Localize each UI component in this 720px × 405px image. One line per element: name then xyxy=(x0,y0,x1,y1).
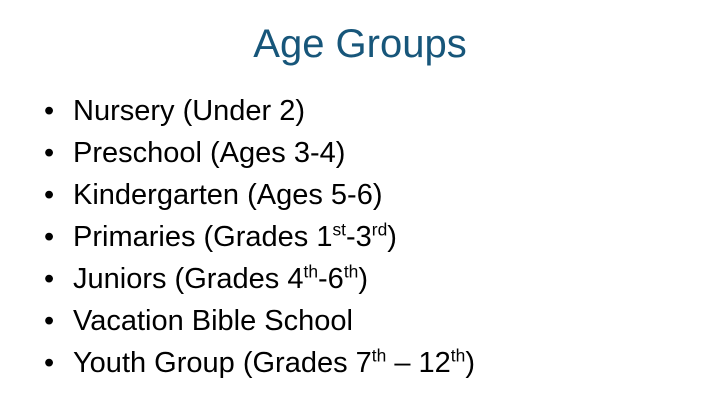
superscript-text: th xyxy=(450,345,466,366)
text-segment: Preschool (Ages 3-4) xyxy=(73,137,346,169)
slide-title: Age Groups xyxy=(253,22,467,66)
superscript-text: th xyxy=(371,345,387,366)
bullet-icon: • xyxy=(44,347,55,379)
superscript-text: st xyxy=(332,219,346,240)
list-item: • Primaries (Grades 1st-3rd) xyxy=(44,216,700,258)
list-item-text: Vacation Bible School xyxy=(73,300,700,342)
bullet-icon: • xyxy=(44,221,55,253)
bullet-icon: • xyxy=(44,263,55,295)
bullet-icon: • xyxy=(44,305,55,337)
list-item-text: Youth Group (Grades 7th – 12th) xyxy=(73,342,700,384)
superscript-text: th xyxy=(343,261,359,282)
text-segment: ) xyxy=(358,263,368,295)
list-item: • Preschool (Ages 3-4) xyxy=(44,132,700,174)
list-item: • Nursery (Under 2) xyxy=(44,90,700,132)
list-item-text: Nursery (Under 2) xyxy=(73,90,700,132)
list-item-text: Kindergarten (Ages 5-6) xyxy=(73,174,700,216)
text-segment: -3 xyxy=(346,221,372,253)
text-segment: ) xyxy=(387,221,397,253)
list-item: • Youth Group (Grades 7th – 12th) xyxy=(44,342,700,384)
list-item-text: Juniors (Grades 4th-6th) xyxy=(73,258,700,300)
text-segment: Nursery (Under 2) xyxy=(73,95,306,127)
text-segment: Youth Group (Grades 7 xyxy=(73,347,372,379)
list-item: • Juniors (Grades 4th-6th) xyxy=(44,258,700,300)
text-segment: – 12 xyxy=(386,347,451,379)
bullet-icon: • xyxy=(44,137,55,169)
age-groups-list: • Nursery (Under 2) • Preschool (Ages 3-4) •… xyxy=(44,90,700,384)
text-segment: Primaries (Grades 1 xyxy=(73,221,333,253)
superscript-text: th xyxy=(303,261,319,282)
list-item: • Vacation Bible School xyxy=(44,300,700,342)
superscript-text: rd xyxy=(371,219,388,240)
text-segment: Kindergarten (Ages 5-6) xyxy=(73,179,383,211)
list-item-text: Primaries (Grades 1st-3rd) xyxy=(73,216,700,258)
list-item: • Kindergarten (Ages 5-6) xyxy=(44,174,700,216)
bullet-icon: • xyxy=(44,95,55,127)
bullet-icon: • xyxy=(44,179,55,211)
text-segment: -6 xyxy=(318,263,344,295)
list-item-text: Preschool (Ages 3-4) xyxy=(73,132,700,174)
text-segment: Vacation Bible School xyxy=(73,305,353,337)
text-segment: Juniors (Grades 4 xyxy=(73,263,304,295)
text-segment: ) xyxy=(465,347,475,379)
